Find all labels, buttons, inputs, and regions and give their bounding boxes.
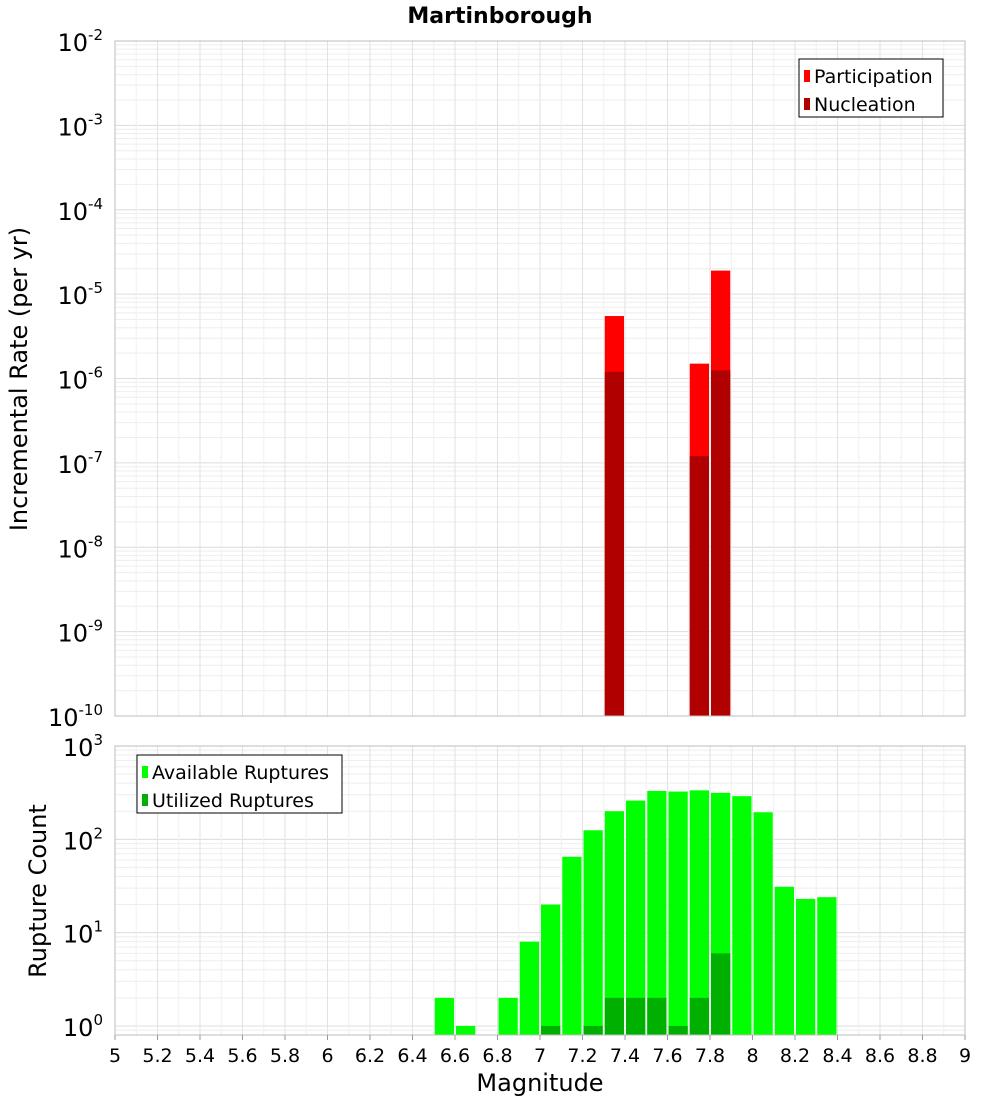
bar-utilized bbox=[626, 997, 646, 1035]
bar-available bbox=[562, 856, 582, 1035]
y-tick-label: 10-10 bbox=[48, 701, 103, 732]
x-tick-label: 5.4 bbox=[185, 1045, 215, 1067]
bar-available bbox=[434, 997, 454, 1035]
y-tick-label: 103 bbox=[63, 731, 103, 762]
bar-available bbox=[498, 997, 518, 1035]
rate-y-ticks: 10-10 10-9 10-8 10-7 10-6 10-5 10-4 10-3 10-2 bbox=[48, 26, 103, 732]
bar-utilized bbox=[668, 1025, 688, 1035]
y-tick-label: 101 bbox=[63, 918, 103, 949]
bar-utilized bbox=[689, 997, 709, 1035]
bar-utilized bbox=[583, 1025, 603, 1035]
x-tick-label: 5.6 bbox=[227, 1045, 257, 1067]
x-tick-label: 7.6 bbox=[652, 1045, 682, 1067]
bar-available bbox=[519, 941, 539, 1035]
x-tick-label: 7.8 bbox=[695, 1045, 725, 1067]
bar-available bbox=[456, 1025, 476, 1035]
x-tick-label: 8 bbox=[746, 1045, 758, 1067]
legend-swatch bbox=[804, 70, 810, 82]
y-tick-label: 102 bbox=[63, 824, 103, 855]
bar-available bbox=[604, 811, 624, 1035]
x-tick-label: 8.6 bbox=[865, 1045, 895, 1067]
x-tick-label: 6.2 bbox=[355, 1045, 385, 1067]
x-ticks: 5 5.2 5.4 5.6 5.8 6 6.2 6.4 6.6 6.8 7 7.2 7.4 7.6 7.8 8… bbox=[109, 1035, 971, 1067]
x-tick-label: 7 bbox=[534, 1045, 546, 1067]
y-tick-label: 10-9 bbox=[57, 617, 103, 648]
legend-label: Available Ruptures bbox=[152, 762, 329, 784]
bar-utilized bbox=[604, 997, 624, 1035]
rate-y-axis-label: Incremental Rate (per yr) bbox=[5, 227, 33, 531]
y-tick-label: 10-4 bbox=[57, 195, 103, 226]
x-tick-label: 8.2 bbox=[780, 1045, 810, 1067]
y-tick-label: 100 bbox=[63, 1011, 103, 1042]
y-tick-label: 10-6 bbox=[57, 364, 103, 395]
bar-available bbox=[689, 790, 709, 1035]
bar-available bbox=[668, 791, 688, 1035]
bar-utilized bbox=[711, 953, 731, 1035]
y-tick-label: 10-5 bbox=[57, 279, 103, 310]
bar-available bbox=[583, 830, 603, 1035]
bar-nucleation bbox=[711, 370, 731, 716]
bar-utilized bbox=[541, 1025, 561, 1035]
x-tick-label: 7.4 bbox=[610, 1045, 640, 1067]
x-tick-label: 5.8 bbox=[270, 1045, 300, 1067]
x-tick-label: 6.8 bbox=[482, 1045, 512, 1067]
count-y-axis-label: Rupture Count bbox=[24, 804, 52, 978]
rate-panel: 10-10 10-9 10-8 10-7 10-6 10-5 10-4 10-3 10-2 In… bbox=[5, 26, 966, 732]
chart-title: Martinborough bbox=[407, 4, 592, 29]
bar-available bbox=[647, 790, 667, 1035]
bar-available bbox=[796, 898, 816, 1035]
rate-bars bbox=[604, 270, 731, 716]
count-legend: Available Ruptures Utilized Ruptures bbox=[136, 754, 343, 814]
legend-swatch bbox=[804, 98, 810, 110]
bar-available bbox=[626, 800, 646, 1035]
legend-label: Nucleation bbox=[814, 94, 916, 116]
legend-label: Utilized Ruptures bbox=[152, 790, 314, 812]
x-tick-label: 6.6 bbox=[440, 1045, 470, 1067]
bar-nucleation bbox=[689, 456, 709, 716]
bar-available bbox=[753, 812, 773, 1035]
y-tick-label: 10-2 bbox=[57, 26, 103, 57]
bar-available bbox=[817, 897, 837, 1035]
bar-available bbox=[774, 886, 794, 1035]
x-tick-label: 9 bbox=[959, 1045, 971, 1067]
x-tick-label: 8.4 bbox=[822, 1045, 852, 1067]
y-tick-label: 10-8 bbox=[57, 532, 103, 563]
x-tick-label: 6.4 bbox=[397, 1045, 427, 1067]
legend-swatch bbox=[142, 766, 148, 778]
rate-legend: Participation Nucleation bbox=[798, 58, 944, 118]
y-tick-label: 10-3 bbox=[57, 110, 103, 141]
bar-available bbox=[541, 904, 561, 1035]
rate-plot-frame bbox=[114, 40, 966, 717]
y-tick-label: 10-7 bbox=[57, 448, 103, 479]
count-y-ticks: 100 101 102 103 bbox=[63, 731, 103, 1042]
rate-grid bbox=[114, 40, 966, 717]
x-axis-label: Magnitude bbox=[476, 1069, 603, 1097]
legend-box bbox=[136, 754, 343, 814]
x-tick-label: 6 bbox=[321, 1045, 333, 1067]
bar-utilized bbox=[647, 997, 667, 1035]
legend-label: Participation bbox=[814, 66, 933, 88]
x-tick-label: 5 bbox=[109, 1045, 121, 1067]
legend-swatch bbox=[142, 794, 148, 806]
x-tick-label: 8.8 bbox=[907, 1045, 937, 1067]
bar-available bbox=[732, 796, 752, 1035]
count-panel: 100 101 102 103 5 5.2 5.4 5.6 5.8 6 6.2 6.4 6.6 6.8 7… bbox=[24, 731, 971, 1097]
legend-box bbox=[798, 58, 944, 118]
bar-nucleation bbox=[604, 371, 624, 716]
count-bars bbox=[434, 790, 837, 1035]
x-tick-label: 7.2 bbox=[567, 1045, 597, 1067]
x-tick-label: 5.2 bbox=[142, 1045, 172, 1067]
